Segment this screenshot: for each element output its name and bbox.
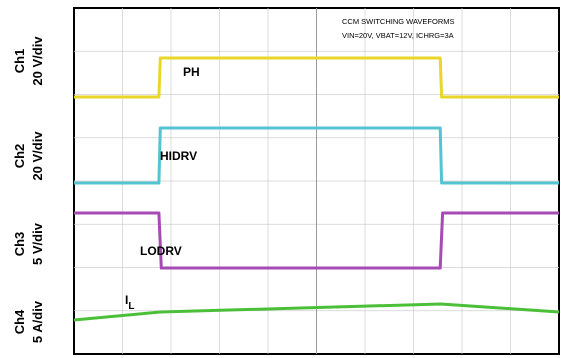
- channel-label-ch4: Ch4: [12, 309, 27, 334]
- channel-scale-ch3: 5 V/div: [30, 222, 45, 265]
- trace-ch1: [74, 56, 559, 99]
- channel-label-ch2: Ch2: [12, 144, 27, 169]
- trace-label-ch1: PH: [183, 65, 200, 79]
- trace-label-ch3: LODRV: [140, 244, 182, 258]
- title-line2: VIN=20V, VBAT=12V, ICHRG=3A: [342, 31, 454, 40]
- channel-scale-ch2: 20 V/div: [30, 131, 45, 181]
- trace-label-main: HIDRV: [160, 149, 197, 163]
- trace-label-subscript: L: [128, 301, 134, 312]
- trace-label-main: PH: [183, 65, 200, 79]
- traces: [73, 56, 560, 322]
- channel-label-ch3: Ch3: [12, 232, 27, 257]
- trace-ch4: [73, 302, 560, 322]
- grid: [74, 8, 559, 354]
- title-line1: CCM SWITCHING WAVEFORMS: [342, 17, 455, 26]
- channel-scale-ch4: 5 A/div: [30, 300, 45, 343]
- trace-label-ch2: HIDRV: [160, 149, 197, 163]
- trace-label-main: LODRV: [140, 244, 182, 258]
- channel-label-ch1: Ch1: [12, 49, 27, 74]
- trace-label-ch4: IL: [125, 293, 134, 312]
- channel-scale-ch1: 20 V/div: [30, 36, 45, 86]
- trace-ch3: [74, 211, 559, 270]
- trace-label-main: I: [125, 293, 128, 307]
- trace-ch2: [74, 126, 559, 185]
